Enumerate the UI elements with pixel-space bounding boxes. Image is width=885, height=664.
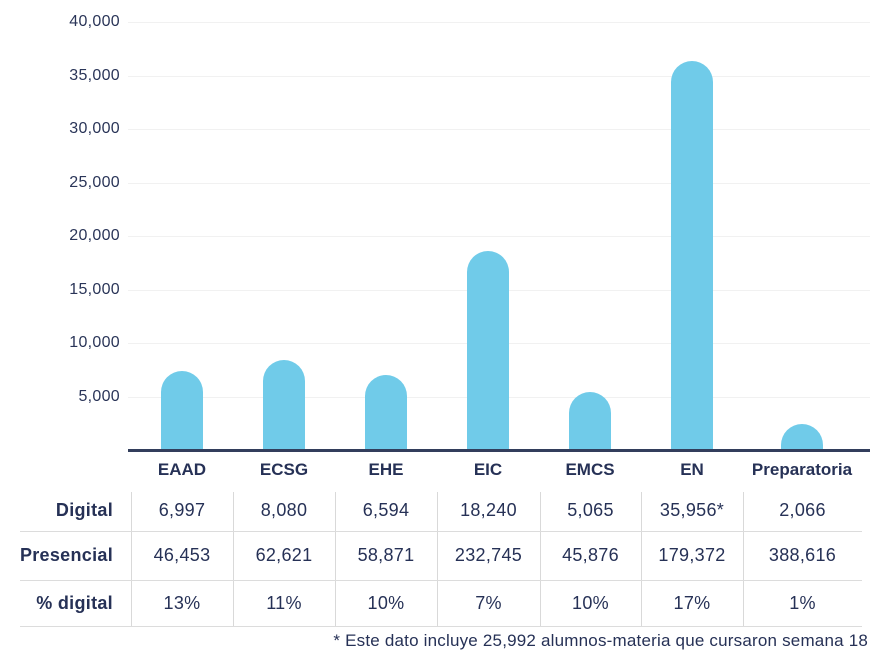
table-cell: 11%: [266, 592, 302, 613]
bar-en: [671, 61, 713, 450]
gridline: [128, 182, 870, 184]
category-label-ehe: EHE: [368, 460, 404, 479]
bar-eaad: [161, 371, 203, 450]
table-cell: 10%: [572, 592, 609, 613]
category-label-ecsg: ECSG: [259, 460, 309, 479]
bar-chart: 5,000 10,000 15,000 20,000 25,000 30,000 35,00…: [69, 13, 870, 479]
y-tick-label: 40,000: [69, 13, 120, 30]
gridline: [128, 129, 870, 130]
table-column-divider: [743, 492, 744, 626]
y-tick-label: 10,000: [69, 334, 120, 351]
bar-ehe: [365, 375, 407, 450]
y-tick-label: 20,000: [69, 227, 120, 244]
y-tick-label: 30,000: [69, 120, 120, 137]
table-cell: 232,745: [454, 545, 523, 565]
row-header-digital: % digital: [36, 592, 113, 613]
table-row-divider: [20, 580, 862, 581]
x-axis-line: [128, 449, 870, 452]
category-label-en: EN: [680, 460, 704, 479]
table-cell: 6,997: [158, 500, 206, 520]
table-cell: 179,372: [658, 545, 726, 565]
table-cell: 46,453: [153, 545, 211, 565]
table-cell: 7%: [475, 592, 502, 613]
bar-ecsg: [263, 359, 305, 450]
data-table: Digital 6,997 8,080 6,594 18,240 5,065 35,956*…: [0, 490, 862, 627]
table-column-divider: [437, 492, 438, 626]
table-cell: 10%: [367, 592, 405, 613]
table-column-divider: [641, 492, 642, 626]
table-cell: 8,080: [260, 500, 308, 520]
table-cell: 2,066: [779, 500, 826, 520]
table-row-divider: [20, 531, 862, 532]
table-cell: 5,065: [567, 500, 614, 520]
gridline: [128, 75, 870, 77]
table-cell: 45,876: [562, 545, 619, 565]
category-label-emcs: EMCS: [565, 460, 615, 479]
category-label-preparatoria: Preparatoria: [751, 460, 853, 479]
table-cell: 62,621: [255, 545, 313, 565]
gridline: [128, 22, 870, 23]
table-column-divider: [233, 492, 234, 626]
table-cell: 17%: [673, 592, 711, 613]
table-cell: 58,871: [357, 545, 415, 565]
row-header-presencial: Presencial: [19, 545, 113, 565]
bar-preparatoria: [781, 423, 823, 450]
y-tick-label: 25,000: [69, 173, 120, 191]
table-cell: 1%: [789, 592, 816, 613]
y-tick-label: 5,000: [78, 387, 120, 405]
table-cell: 388,616: [768, 545, 837, 565]
table-cell: 35,956*: [659, 500, 725, 520]
table-column-divider: [540, 492, 541, 626]
category-label-eic: EIC: [473, 460, 503, 479]
footnote: * Este dato incluye 25,992 alumnos-mater…: [333, 631, 868, 650]
bar-eic: [467, 250, 509, 450]
bar-emcs: [569, 391, 611, 450]
table-cell: 6,594: [362, 500, 410, 520]
table-column-divider: [131, 492, 132, 626]
table-column-divider: [335, 492, 336, 626]
category-label-eaad: EAAD: [157, 460, 207, 479]
y-tick-label: 15,000: [69, 280, 120, 298]
table-row-divider: [20, 626, 862, 627]
gridline: [128, 236, 870, 237]
row-header-digital: Digital: [55, 500, 113, 520]
y-tick-label: 35,000: [69, 66, 120, 84]
table-cell: 18,240: [460, 500, 517, 520]
table-cell: 13%: [163, 592, 201, 613]
